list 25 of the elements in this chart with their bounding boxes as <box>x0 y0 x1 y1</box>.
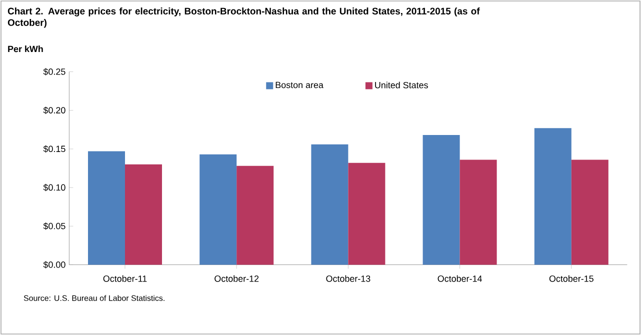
bar <box>460 160 497 265</box>
x-tick-label: October-14 <box>438 275 482 282</box>
legend-label: United States <box>375 82 428 88</box>
x-tick-label: October-15 <box>549 275 594 282</box>
bar <box>571 160 608 265</box>
legend-label: Boston area <box>276 82 324 88</box>
bar <box>422 135 460 265</box>
x-tick-label: October-13 <box>326 275 370 282</box>
bar <box>124 164 162 265</box>
y-tick-label: $0.20 <box>43 106 66 114</box>
x-tick-label: October-11 <box>103 275 147 282</box>
chart-title: Chart 2. Average prices for electricity, Boston-Brockton-Nashua and the United States, 2011-2015 (as of October) <box>8 8 480 28</box>
bar <box>311 144 348 265</box>
y-tick-label: $0.05 <box>43 222 66 230</box>
y-tick-label: $0.15 <box>43 145 66 153</box>
y-tick-label: $0.25 <box>43 68 66 76</box>
y-tick-label: $0.00 <box>43 261 66 268</box>
bar <box>236 166 274 265</box>
x-tick-label: October-12 <box>214 275 259 282</box>
y-tick-label: $0.10 <box>43 184 66 192</box>
bar <box>348 162 386 265</box>
bar <box>88 151 125 265</box>
bar <box>534 128 572 265</box>
bar <box>200 154 237 265</box>
y-axis-title: Per kWh <box>8 46 43 52</box>
